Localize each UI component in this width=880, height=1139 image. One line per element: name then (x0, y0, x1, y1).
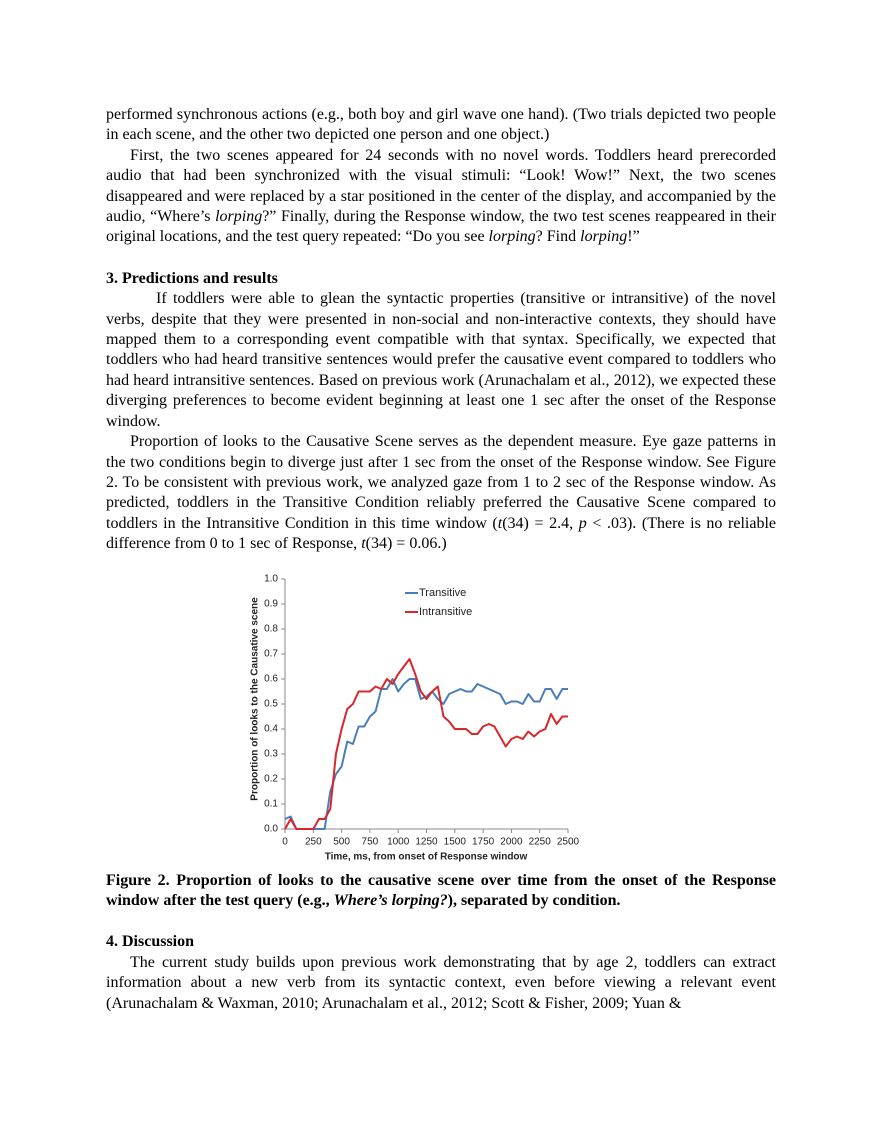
paragraph: First, the two scenes appeared for 24 se… (106, 146, 776, 248)
figure-caption: Figure 2. Proportion of looks to the cau… (106, 871, 776, 912)
text-run: (34) = 0.06.) (365, 535, 447, 553)
x-tick-label: 1000 (387, 836, 410, 847)
data-line (284, 677, 568, 830)
x-tick-label: 250 (305, 836, 322, 847)
text-run: lorping (580, 228, 628, 246)
paragraph: If toddlers were able to glean the synta… (106, 289, 776, 432)
text-run: performed synchronous actions (e.g., bot… (106, 106, 776, 144)
y-tick-label: 0.0 (264, 823, 278, 834)
text-run: The current study builds upon previous w… (106, 953, 776, 1012)
y-tick-label: 0.2 (264, 773, 278, 784)
data-line (284, 657, 568, 830)
text-run: ), separated by condition. (447, 891, 621, 909)
text-run: t (361, 535, 366, 553)
y-tick-label: 0.9 (264, 598, 278, 609)
text-run: Figure 2. Proportion of looks to the cau… (106, 871, 776, 909)
text-run: lorping (488, 228, 536, 246)
legend-label: Transitive (419, 586, 466, 598)
text-run: If toddlers were able to glean the synta… (106, 290, 776, 430)
paragraph: The current study builds upon previous w… (106, 953, 776, 1014)
text-run: (34) = 2.4, (502, 514, 579, 532)
text-run: Where’s lorping? (333, 891, 448, 909)
legend-label: Intransitive (419, 605, 472, 617)
y-tick-label: 0.8 (264, 623, 278, 634)
x-tick-label: 0 (282, 836, 288, 847)
text-run: ?” Finally, during the Response window, … (106, 208, 777, 246)
paragraph: performed synchronous actions (e.g., bot… (106, 105, 776, 146)
y-tick-label: 0.5 (264, 698, 278, 709)
y-tick-label: 0.3 (264, 748, 278, 759)
paragraph: Proportion of looks to the Causative Sce… (106, 432, 776, 554)
text-run: p (578, 514, 587, 532)
document: performed synchronous actions (e.g., bot… (106, 105, 776, 1014)
x-tick-label: 2250 (529, 836, 552, 847)
y-tick-label: 0.4 (264, 723, 278, 734)
text-run: t (497, 514, 503, 532)
chart: Proportion of looks to the Causative sce… (250, 573, 580, 862)
figure: Proportion of looks to the Causative sce… (106, 569, 776, 867)
text-run: Proportion of looks to the Causative Sce… (106, 433, 776, 532)
text-run: ? Find (535, 228, 581, 246)
section-heading: 4. Discussion (106, 933, 195, 951)
x-tick-label: 1750 (472, 836, 495, 847)
text-run: !” (627, 228, 640, 246)
x-tick-label: 500 (333, 836, 350, 847)
x-tick-label: 2500 (557, 836, 580, 847)
y-tick-label: 0.6 (264, 673, 278, 684)
x-axis-title: Time, ms, from onset of Response window (325, 851, 528, 862)
y-tick-label: 0.7 (264, 648, 278, 659)
x-tick-label: 750 (362, 836, 379, 847)
x-tick-label: 2000 (500, 836, 523, 847)
x-tick-label: 1500 (444, 836, 467, 847)
y-axis-title: Proportion of looks to the Causative sce… (250, 596, 261, 800)
section-heading: 3. Predictions and results (106, 269, 278, 287)
text-run: First, the two scenes appeared for 24 se… (106, 146, 776, 226)
y-tick-label: 0.1 (264, 798, 278, 809)
text-run: lorping (215, 208, 263, 226)
y-tick-label: 1.0 (264, 573, 278, 584)
text-run: < .03). (There is no reliable difference… (106, 514, 777, 553)
x-tick-label: 1250 (415, 836, 438, 847)
